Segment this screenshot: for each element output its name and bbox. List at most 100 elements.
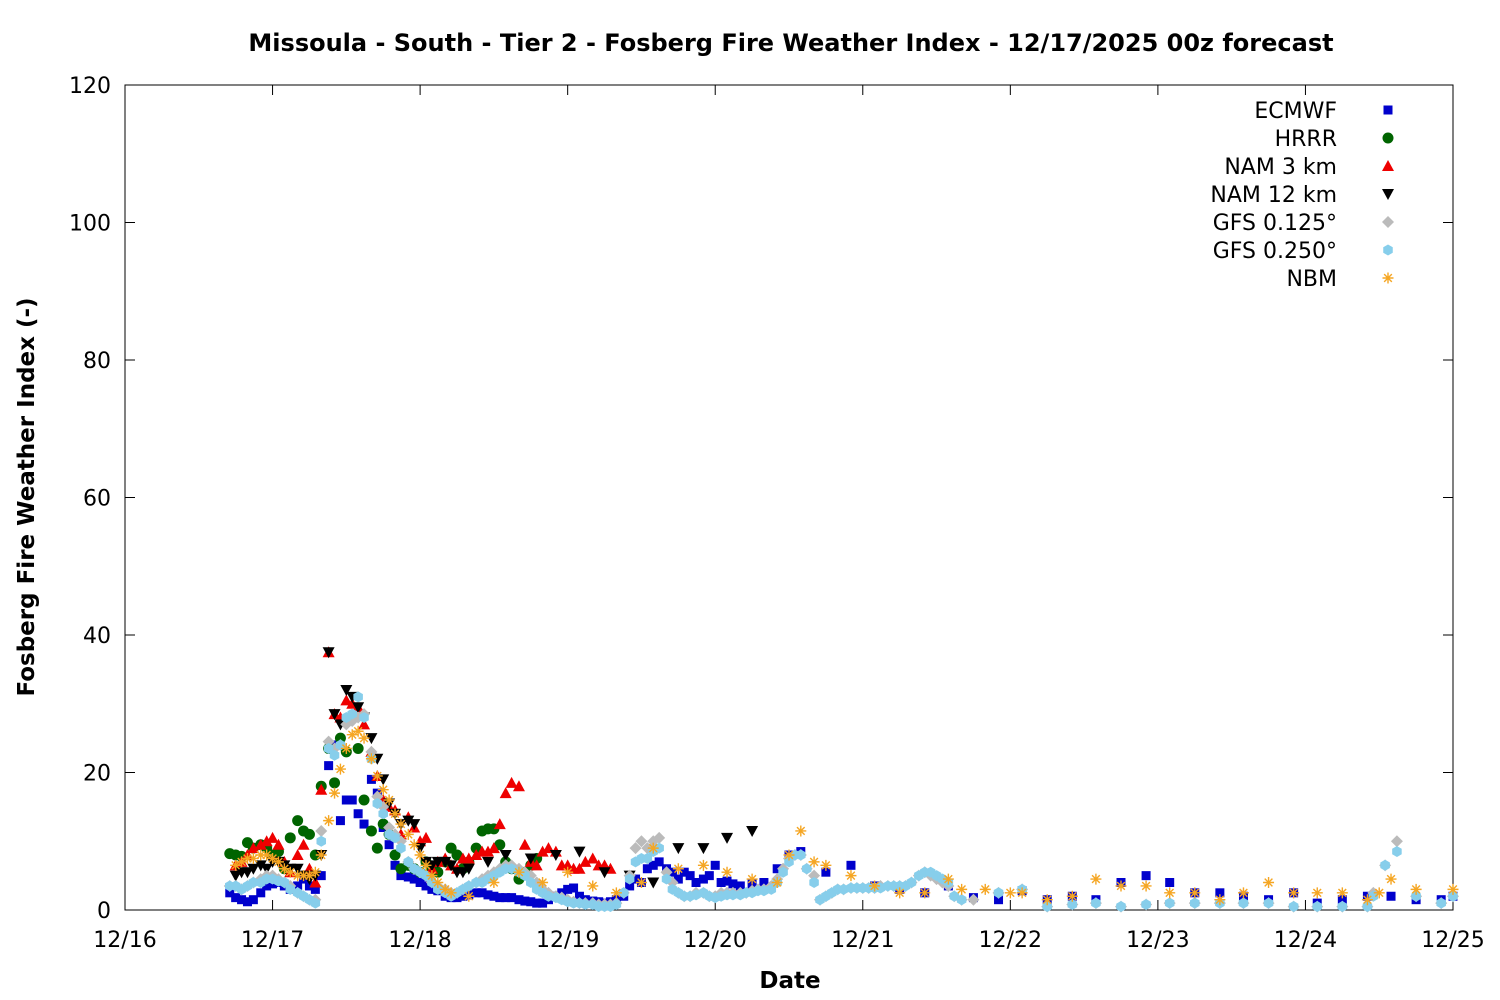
data-point [334,763,346,775]
data-point [477,888,487,898]
data-point [384,840,394,850]
data-point [784,856,794,868]
series-gfs-0-250- [225,691,1458,913]
data-point [759,878,769,887]
data-point [284,866,296,878]
data-point [1115,880,1127,892]
data-point [1288,901,1299,913]
data-point [297,838,310,850]
data-point [532,898,542,908]
data-point [304,881,314,891]
data-point [1090,873,1102,885]
data-point [654,857,664,867]
legend-marker [1383,244,1393,256]
data-point [746,825,759,837]
data-point [1215,888,1225,898]
data-point [838,883,849,895]
data-point [334,732,346,744]
data-point [262,881,272,891]
data-point [1237,887,1249,899]
data-point [310,884,320,894]
data-point [1116,901,1126,913]
data-point [549,850,562,861]
data-point [291,849,304,860]
data-point [242,897,252,907]
data-point [247,842,260,854]
data-point [721,866,733,878]
data-point [421,881,431,891]
data-point [256,888,266,898]
data-point [906,877,917,888]
data-point [402,828,414,840]
data-point [247,852,259,864]
data-point [278,863,290,875]
data-point [395,818,407,830]
data-point [471,888,481,898]
y-tick-label: 40 [83,624,111,649]
data-point [420,859,432,871]
data-point [673,874,683,884]
legend-label: NBM [1286,267,1337,292]
data-point [309,876,322,888]
data-point [266,831,279,843]
y-tick-label: 100 [69,212,111,237]
data-point [672,843,685,855]
data-point [458,891,468,901]
data-point [247,863,260,875]
data-point [470,842,482,854]
data-point [1066,890,1078,902]
data-point [1410,883,1422,895]
data-point [1141,899,1151,910]
data-point [340,685,353,696]
data-point [586,852,599,864]
data-point [390,860,400,870]
data-point [255,849,267,861]
data-point [1362,901,1373,913]
data-point [869,880,881,892]
data-point [524,853,537,865]
data-point [801,863,812,875]
data-point [329,787,341,799]
data-point [229,870,242,882]
data-point [513,866,525,878]
data-point [231,893,241,903]
data-point [1337,901,1348,913]
data-point [366,774,376,784]
data-point [1448,890,1458,902]
data-point [310,897,321,909]
data-point [260,863,273,875]
data-point [389,808,401,820]
y-tick-label: 60 [83,487,111,512]
data-point [241,867,254,879]
data-point [672,863,684,875]
data-point [358,732,370,744]
data-point [716,878,726,887]
data-point [260,835,273,847]
data-point [1361,894,1373,906]
data-point [1042,901,1052,913]
data-point [298,870,310,882]
data-point [292,815,304,827]
data-point [408,839,420,851]
data-point [315,824,328,837]
data-point [728,889,738,901]
data-point [735,881,745,891]
legend-marker [1382,132,1394,144]
data-point [495,893,505,903]
data-point [272,856,284,868]
data-point [746,873,758,885]
data-point [481,856,494,868]
data-point [537,877,549,888]
data-point [284,832,296,844]
data-point [402,815,415,827]
data-point [691,889,701,901]
data-point [1337,895,1347,905]
data-point [322,647,335,659]
data-point [685,871,695,881]
data-point [372,797,383,809]
x-tick-label: 12/17 [241,928,304,953]
x-tick-label: 12/20 [684,928,747,953]
data-point [808,856,820,868]
data-point [494,839,506,851]
